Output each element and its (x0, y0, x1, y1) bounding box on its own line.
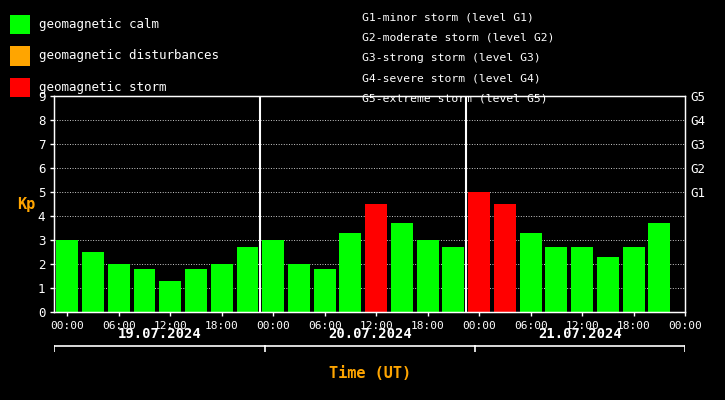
Text: geomagnetic storm: geomagnetic storm (39, 81, 167, 94)
Text: G3-strong storm (level G3): G3-strong storm (level G3) (362, 53, 542, 63)
Bar (185, 269, 207, 312)
FancyBboxPatch shape (10, 78, 30, 97)
FancyBboxPatch shape (10, 46, 30, 66)
Bar (597, 257, 619, 312)
Text: G2-moderate storm (level G2): G2-moderate storm (level G2) (362, 33, 555, 43)
Bar (520, 233, 542, 312)
Bar (262, 240, 284, 312)
Bar (442, 247, 464, 312)
Bar (365, 204, 387, 312)
Text: geomagnetic disturbances: geomagnetic disturbances (39, 50, 219, 62)
Bar (417, 240, 439, 312)
Bar (314, 269, 336, 312)
Text: G4-severe storm (level G4): G4-severe storm (level G4) (362, 73, 542, 83)
Bar (545, 247, 568, 312)
Bar (160, 281, 181, 312)
Bar (211, 264, 233, 312)
Bar (391, 223, 413, 312)
Bar (494, 204, 516, 312)
Text: G5-extreme storm (level G5): G5-extreme storm (level G5) (362, 93, 548, 103)
Text: geomagnetic calm: geomagnetic calm (39, 18, 160, 31)
Bar (288, 264, 310, 312)
FancyBboxPatch shape (10, 15, 30, 34)
Bar (133, 269, 155, 312)
Text: 19.07.2024: 19.07.2024 (117, 327, 202, 342)
Bar (339, 233, 361, 312)
Text: Time (UT): Time (UT) (328, 366, 411, 382)
Bar (236, 247, 258, 312)
Bar (57, 240, 78, 312)
Bar (623, 247, 645, 312)
Text: 20.07.2024: 20.07.2024 (328, 327, 412, 342)
Bar (82, 252, 104, 312)
Bar (648, 223, 671, 312)
Bar (108, 264, 130, 312)
Text: 21.07.2024: 21.07.2024 (538, 327, 622, 342)
Bar (468, 192, 490, 312)
Bar (571, 247, 593, 312)
Text: G1-minor storm (level G1): G1-minor storm (level G1) (362, 13, 534, 22)
Y-axis label: Kp: Kp (17, 196, 36, 212)
